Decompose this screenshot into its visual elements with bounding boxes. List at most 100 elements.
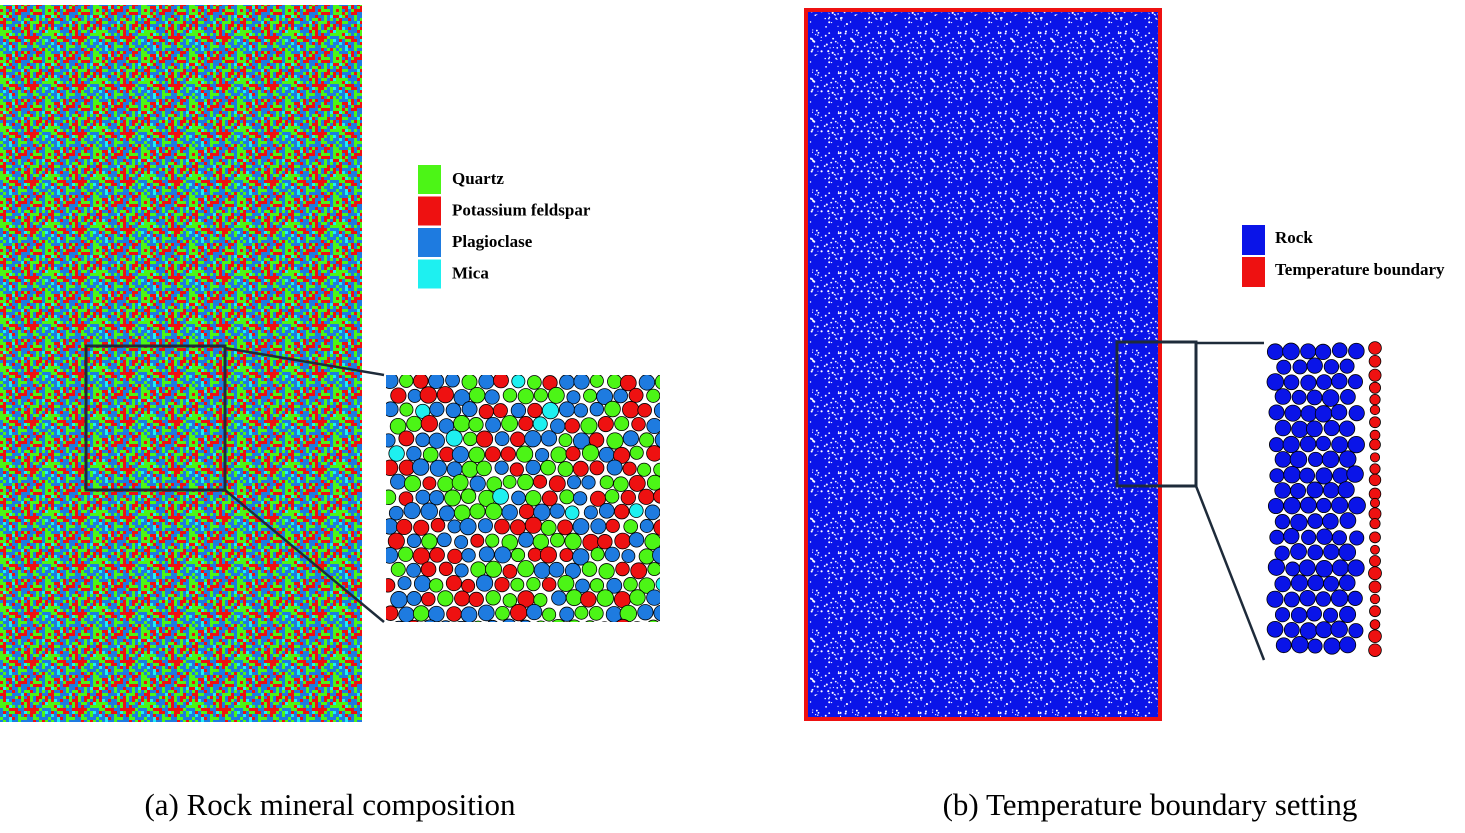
particle bbox=[451, 474, 469, 491]
particle bbox=[412, 458, 430, 476]
particle bbox=[628, 532, 645, 548]
particle bbox=[638, 488, 655, 505]
particle bbox=[589, 402, 604, 417]
particle bbox=[386, 401, 399, 418]
particle bbox=[614, 503, 630, 520]
particle bbox=[653, 488, 660, 504]
particle bbox=[564, 418, 580, 434]
particle bbox=[573, 375, 590, 390]
legend-label: Rock bbox=[1275, 228, 1313, 247]
particle bbox=[428, 578, 444, 593]
particle bbox=[1299, 435, 1317, 453]
particle bbox=[399, 402, 414, 417]
particle bbox=[502, 564, 518, 579]
particle bbox=[456, 620, 466, 622]
particle bbox=[510, 402, 527, 419]
particle bbox=[596, 589, 614, 607]
legend-label: Potassium feldspar bbox=[452, 200, 591, 219]
legend-swatch bbox=[418, 196, 441, 226]
particle bbox=[454, 590, 471, 607]
particle bbox=[549, 503, 565, 519]
particle bbox=[429, 490, 445, 506]
legend-swatch bbox=[1242, 257, 1265, 287]
particle bbox=[1274, 451, 1292, 468]
particle bbox=[532, 533, 549, 550]
particle bbox=[1340, 389, 1356, 405]
particle bbox=[573, 403, 589, 418]
boundary-particle bbox=[1368, 643, 1382, 657]
particle bbox=[454, 563, 469, 578]
particle bbox=[596, 388, 613, 405]
particle bbox=[421, 533, 438, 550]
particle bbox=[1330, 589, 1349, 607]
boundary-particle bbox=[1369, 605, 1381, 618]
particle bbox=[536, 620, 546, 622]
particle bbox=[1283, 496, 1301, 515]
particle bbox=[1290, 513, 1308, 532]
particle bbox=[566, 390, 581, 405]
particle bbox=[1347, 374, 1363, 390]
particle bbox=[422, 476, 437, 491]
particle bbox=[637, 403, 652, 418]
particle bbox=[445, 375, 460, 388]
particle bbox=[461, 375, 478, 390]
particle bbox=[492, 488, 509, 505]
particle bbox=[422, 446, 439, 463]
particle bbox=[1315, 560, 1333, 578]
particle bbox=[428, 375, 445, 390]
particle bbox=[1284, 404, 1302, 422]
particle bbox=[1300, 496, 1317, 514]
boundary-particle bbox=[1369, 497, 1381, 508]
particle bbox=[1316, 528, 1333, 545]
particle bbox=[1338, 420, 1356, 437]
particle bbox=[494, 576, 510, 593]
particle bbox=[1282, 435, 1300, 454]
particle bbox=[1291, 420, 1309, 438]
particle bbox=[461, 460, 479, 478]
particle bbox=[525, 490, 542, 507]
particle bbox=[476, 430, 494, 448]
particle bbox=[1274, 575, 1291, 593]
particle bbox=[495, 605, 510, 621]
particle bbox=[390, 591, 408, 609]
boundary-particle bbox=[1369, 518, 1381, 530]
particle bbox=[638, 548, 655, 565]
particle bbox=[533, 592, 548, 608]
particle bbox=[527, 375, 542, 390]
particle bbox=[403, 502, 421, 520]
particle bbox=[638, 375, 656, 391]
particle bbox=[1331, 342, 1348, 359]
particle bbox=[1322, 607, 1339, 623]
particle bbox=[438, 505, 455, 522]
particle bbox=[539, 546, 557, 564]
particle bbox=[637, 604, 654, 621]
particle bbox=[589, 460, 605, 476]
particle bbox=[637, 462, 652, 477]
particle bbox=[607, 375, 623, 389]
particle bbox=[1316, 497, 1332, 514]
particle bbox=[1266, 620, 1284, 638]
particle bbox=[406, 415, 423, 432]
particle bbox=[463, 431, 478, 447]
particle bbox=[526, 604, 543, 621]
boundary-particle bbox=[1369, 404, 1381, 416]
particle bbox=[638, 577, 656, 594]
particle bbox=[572, 460, 589, 477]
particle bbox=[487, 619, 498, 622]
rock-a bbox=[0, 5, 362, 722]
particle bbox=[533, 562, 551, 579]
particle bbox=[1315, 591, 1332, 607]
particle bbox=[1339, 358, 1355, 374]
particle bbox=[398, 430, 415, 447]
particle bbox=[633, 621, 641, 622]
particle bbox=[390, 387, 407, 404]
particle bbox=[1339, 512, 1357, 529]
particle bbox=[1276, 359, 1292, 375]
particle bbox=[436, 532, 452, 548]
particle bbox=[511, 490, 526, 506]
particle bbox=[524, 516, 542, 534]
particle bbox=[460, 488, 477, 504]
particle bbox=[1307, 513, 1324, 529]
particle bbox=[1274, 388, 1292, 405]
particle bbox=[631, 416, 646, 432]
